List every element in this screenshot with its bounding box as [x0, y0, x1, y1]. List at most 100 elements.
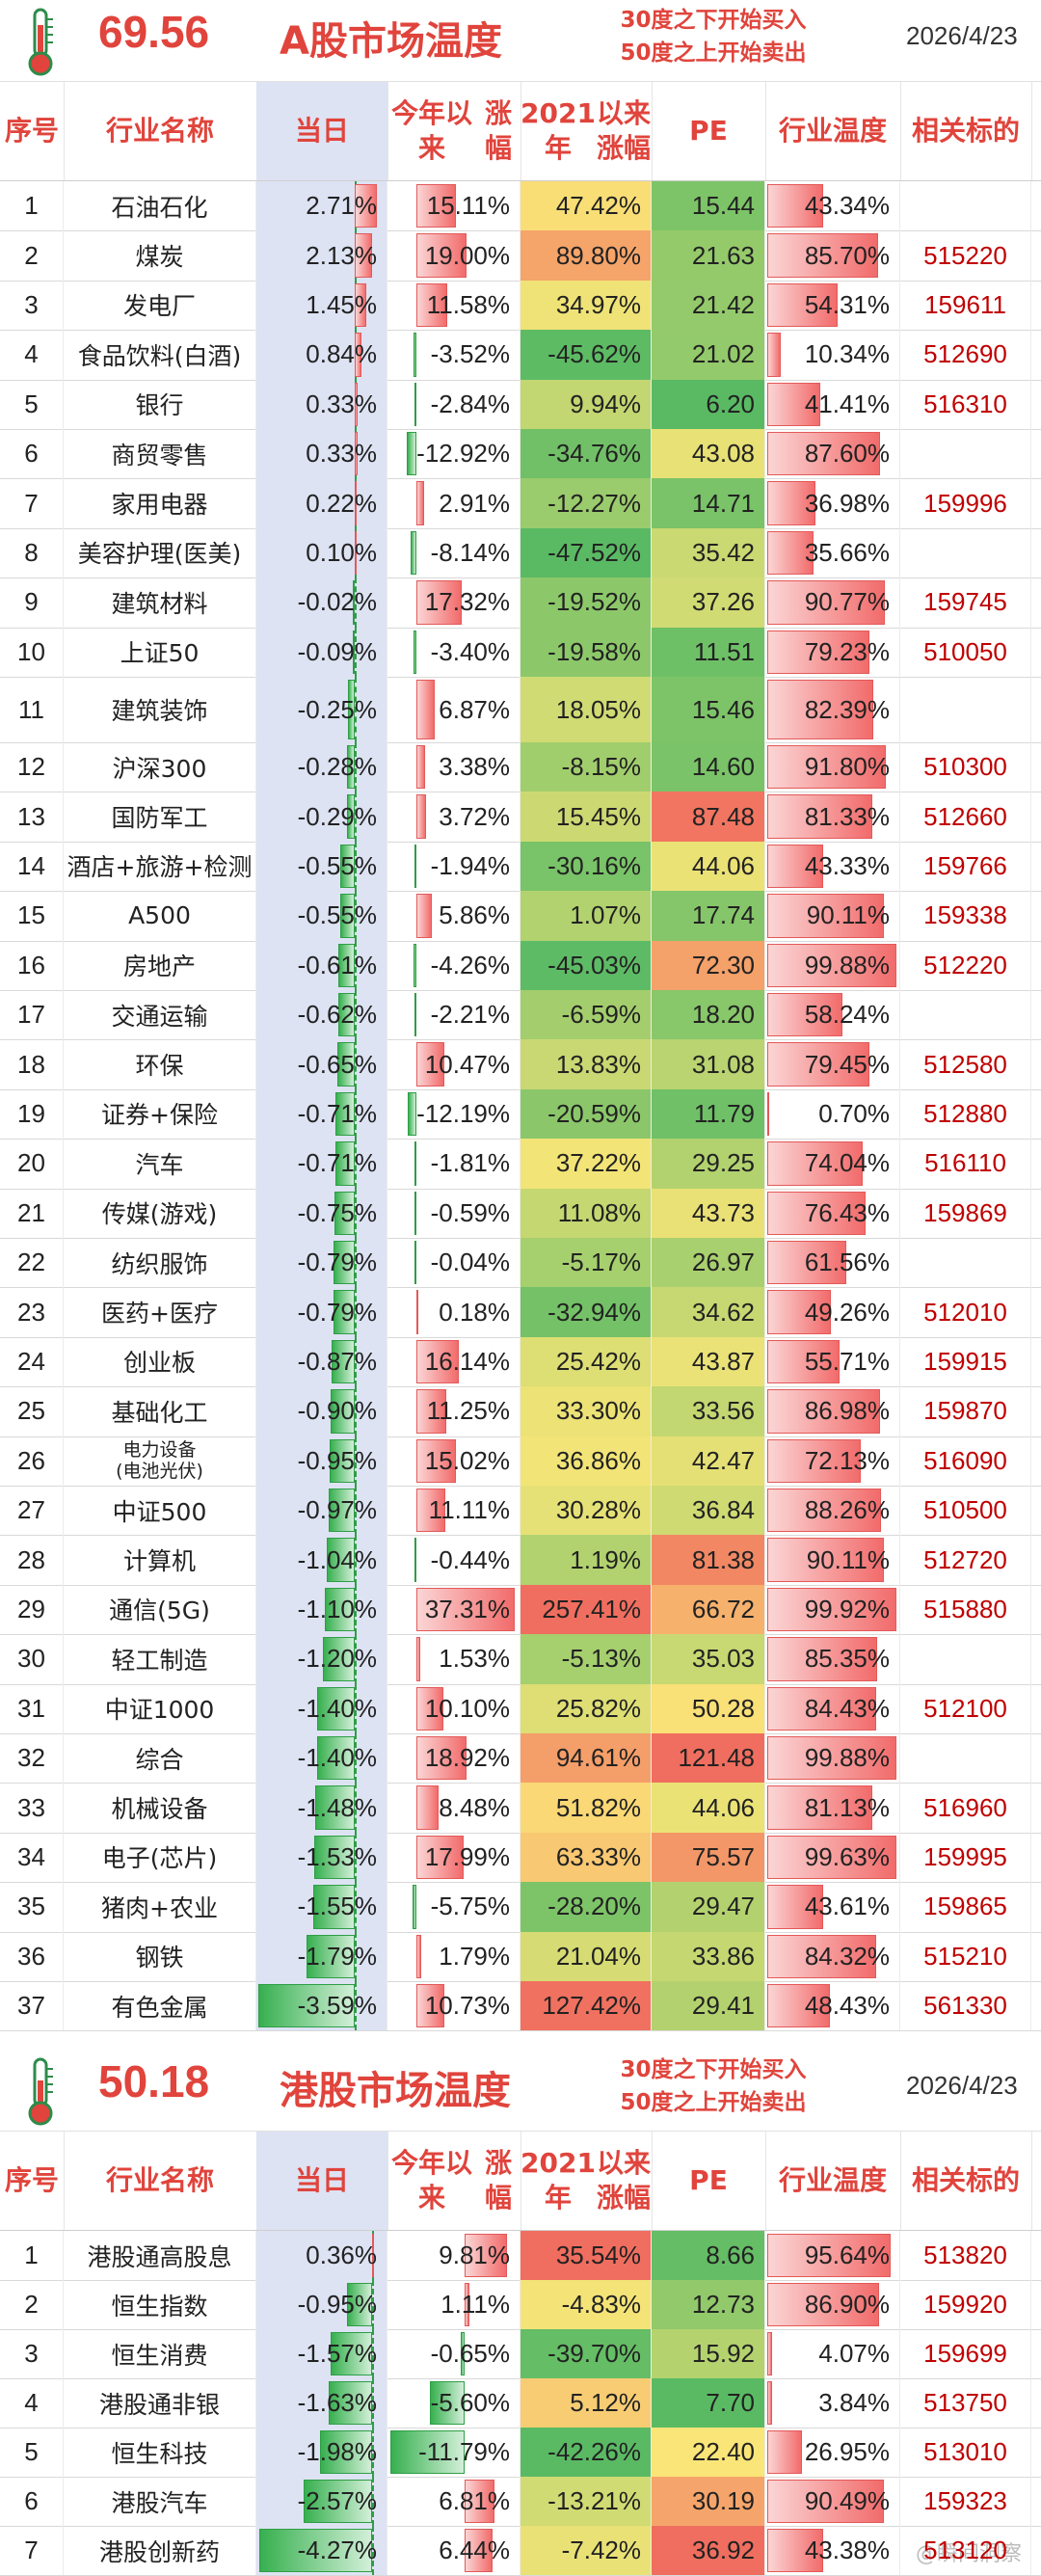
cell-name-text: 酒店+旅游+检测	[67, 853, 253, 882]
cell-idx-text: 22	[17, 1248, 45, 1277]
cell-since2021: -28.20%	[520, 1882, 652, 1932]
cell-since2021-text: 18.05%	[555, 694, 641, 724]
today-bar	[334, 1290, 355, 1334]
cell-temp-text: 43.34%	[804, 191, 890, 221]
cell-idx: 3	[0, 280, 64, 331]
cell-ytd: -12.92%	[387, 429, 520, 479]
cell-idx-text: 25	[17, 1396, 45, 1426]
cell-today: -0.71%	[256, 1088, 387, 1140]
cell-temp: 99.63%	[765, 1832, 900, 1883]
today-bar	[355, 432, 358, 476]
table-row: 24 创业板 -0.87% 16.14% 25.42% 43.87 55.71% 159915	[0, 1336, 1041, 1388]
cell-pe: 11.51	[652, 627, 765, 677]
cell-pe-text: 33.56	[691, 1396, 755, 1426]
cell-idx: 24	[0, 1336, 64, 1387]
table-row: 33 机械设备 -1.48% 8.48% 51.82% 44.06 81.13% 516960	[0, 1783, 1041, 1834]
cell-pe: 66.72	[652, 1584, 765, 1635]
cell-pe: 35.03	[652, 1634, 765, 1684]
cell-since2021-text: 37.22%	[555, 1148, 641, 1178]
cell-ticker	[900, 429, 1031, 479]
cell-since2021: -13.21%	[520, 2477, 652, 2526]
cell-ticker-text: 516090	[923, 1445, 1007, 1475]
cell-pe-text: 87.48	[691, 801, 755, 831]
cell-ytd-text: -3.40%	[430, 636, 510, 666]
cell-idx: 8	[0, 527, 64, 578]
cell-ticker	[900, 527, 1031, 578]
cell-ticker: 515210	[900, 1931, 1031, 1981]
advice-sell: 50度之上开始卖出	[620, 2090, 807, 2115]
header-temp: 行业温度	[765, 82, 901, 180]
today-bar	[307, 1934, 355, 1978]
header-pe: PE	[652, 2132, 766, 2230]
cell-since2021: -45.03%	[520, 940, 652, 990]
cell-since2021-text: 9.94%	[570, 389, 641, 418]
cell-today: -0.02%	[256, 577, 387, 628]
temperature-bar	[767, 2529, 824, 2572]
cell-idx: 4	[0, 330, 64, 380]
ytd-bar	[416, 1389, 446, 1434]
zero-axis	[355, 1238, 357, 1288]
cell-temp-text: 85.70%	[804, 240, 890, 270]
cell-since2021: 33.30%	[520, 1386, 652, 1436]
cell-pe-text: 43.87	[691, 1346, 755, 1376]
cell-ytd-text: 6.87%	[439, 694, 510, 724]
table-row: 3 恒生消费 -1.57% -0.65% -39.70% 15.92 4.07% 159699	[0, 2329, 1041, 2379]
table-row: 35 猪肉+农业 -1.55% -5.75% -28.20% 29.47 43.61% 159…	[0, 1882, 1041, 1933]
cell-idx-text: 30	[17, 1644, 45, 1674]
today-bar	[336, 1042, 355, 1087]
cell-temp-text: 79.45%	[804, 1049, 890, 1079]
temperature-bar	[767, 1637, 878, 1681]
table-row: 29 通信(5G) -1.10% 37.31% 257.41% 66.72 99.92% 51…	[0, 1584, 1041, 1636]
cell-name: 发电厂	[64, 280, 256, 331]
cell-ytd-text: 19.00%	[424, 240, 510, 270]
cell-today-text: -0.90%	[297, 1396, 377, 1426]
cell-temp: 36.98%	[765, 478, 900, 528]
zero-axis	[372, 2280, 374, 2329]
cell-temp: 95.64%	[765, 2231, 900, 2280]
cell-ytd-text: 3.72%	[439, 801, 510, 831]
cell-pe-text: 75.57	[691, 1841, 755, 1871]
table-row: 10 上证50 -0.09% -3.40% -19.58% 11.51 79.23% 5100…	[0, 627, 1041, 678]
today-bar	[331, 1389, 355, 1434]
cell-since2021: 36.86%	[520, 1436, 652, 1486]
cell-today: -1.98%	[256, 2428, 387, 2477]
temperature-bar	[767, 530, 814, 576]
cell-pe-text: 29.47	[691, 1892, 755, 1921]
cell-name-text: 汽车	[135, 1150, 184, 1179]
advice-sell: 50度之上开始卖出	[620, 40, 807, 66]
ytd-bar	[414, 1538, 416, 1582]
zero-axis	[355, 841, 357, 892]
cell-since2021-text: -45.03%	[547, 950, 641, 979]
cell-today: -0.71%	[256, 1139, 387, 1189]
today-bar	[329, 1489, 355, 1533]
today-bar	[258, 2529, 372, 2572]
cell-pe: 81.38	[652, 1535, 765, 1585]
cell-ticker: 516310	[900, 379, 1031, 429]
table-row: 25 基础化工 -0.90% 11.25% 33.30% 33.56 86.98% 15987…	[0, 1386, 1041, 1437]
ytd-bar	[416, 1290, 418, 1334]
hk-share-date: 2026/4/23	[906, 2071, 1018, 2100]
ytd-bar	[416, 1736, 467, 1781]
cell-temp: 99.92%	[765, 1584, 900, 1635]
cell-ticker: 510500	[900, 1486, 1031, 1536]
cell-idx-text: 35	[17, 1892, 45, 1921]
cell-today: -1.57%	[256, 2329, 387, 2378]
cell-since2021: 11.08%	[520, 1188, 652, 1238]
cell-ticker: 513010	[900, 2428, 1031, 2477]
cell-temp: 58.24%	[765, 990, 900, 1040]
ytd-bar	[416, 481, 424, 525]
cell-since2021: -8.15%	[520, 742, 652, 792]
cell-pe-text: 121.48	[678, 1743, 755, 1773]
cell-since2021: -34.76%	[520, 429, 652, 479]
cell-pe-text: 17.74	[691, 900, 755, 930]
cell-pe: 15.46	[652, 677, 765, 742]
cell-ticker-text: 561330	[923, 1991, 1007, 2021]
temperature-bar	[767, 1438, 861, 1483]
cell-pe-text: 44.06	[691, 850, 755, 880]
cell-today-text: 0.84%	[306, 339, 377, 369]
cell-pe-text: 18.20	[691, 1000, 755, 1030]
cell-idx: 9	[0, 577, 64, 628]
cell-since2021: 13.83%	[520, 1039, 652, 1089]
zero-axis	[355, 1882, 357, 1932]
cell-temp-text: 4.07%	[818, 2339, 890, 2368]
